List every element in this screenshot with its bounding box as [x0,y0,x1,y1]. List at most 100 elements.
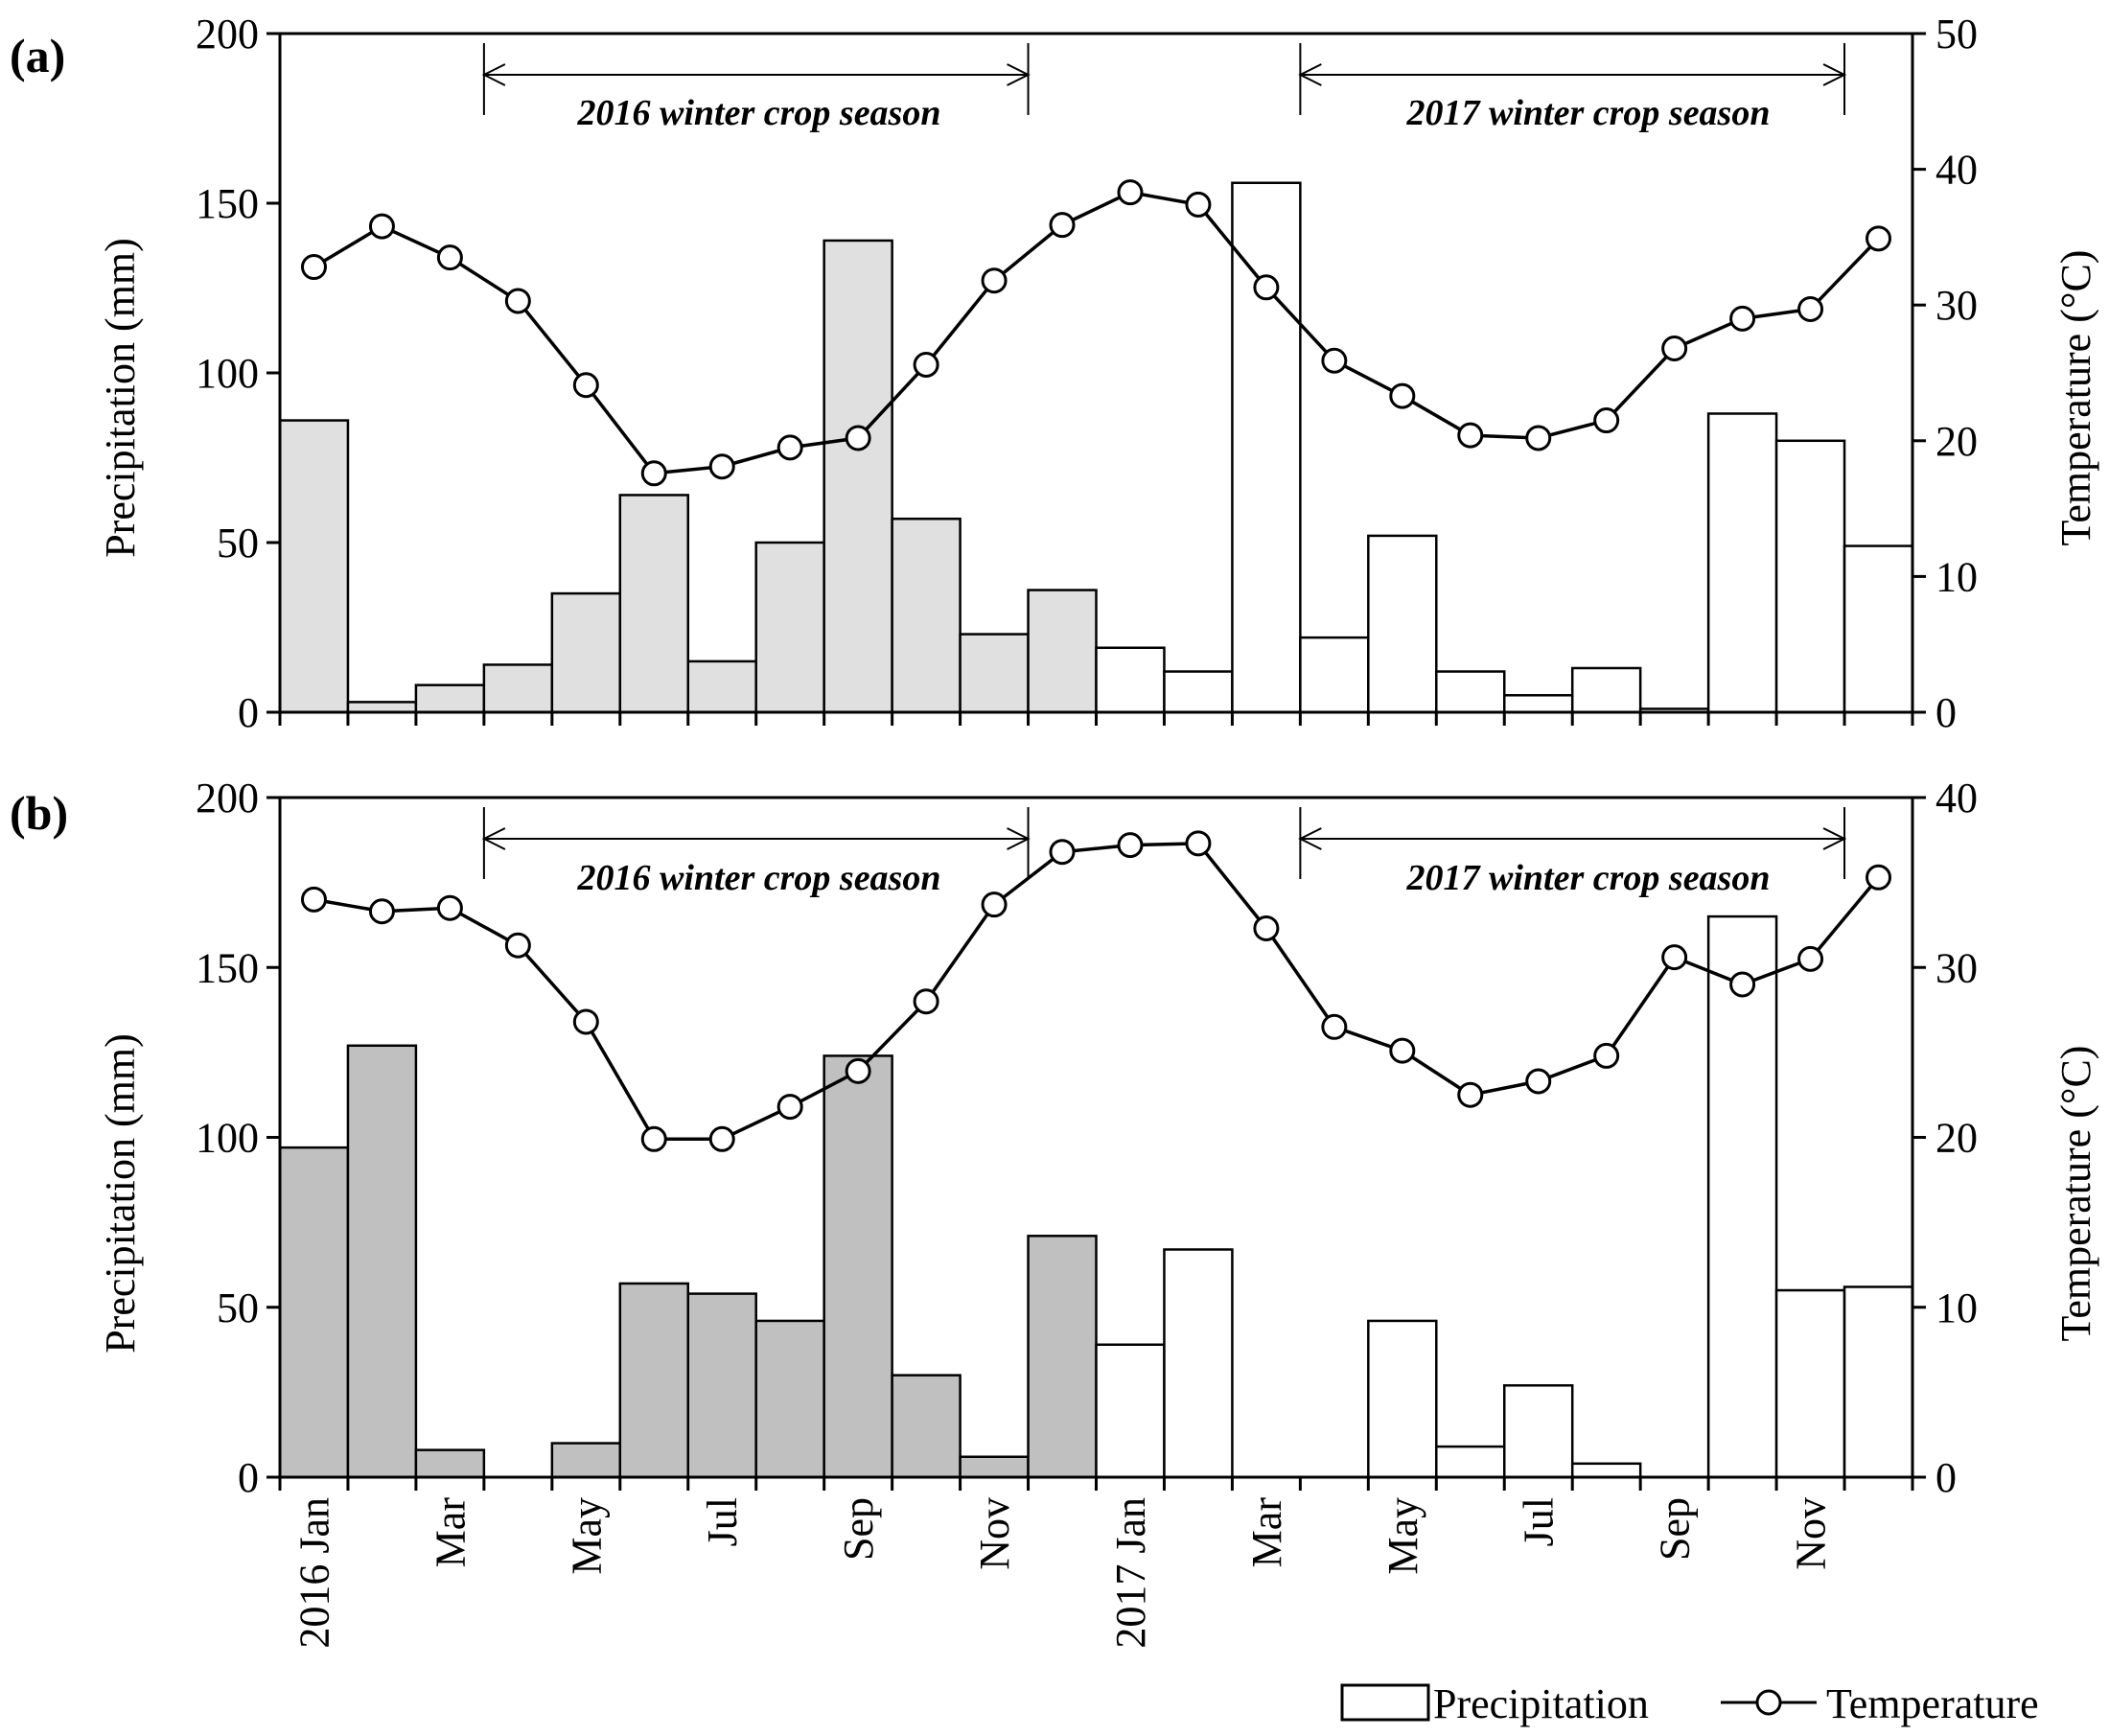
precip-bar-a-15 [1299,636,1370,714]
precip-bar-a-14 [1231,181,1302,714]
temperature-point-a-0 [300,254,327,281]
legend: Precipitation Temperature [1340,1680,2039,1727]
season-arrow-b-0 [481,807,1031,879]
left-tick-label-a-4: 200 [196,11,259,58]
temperature-point-a-15 [1321,347,1348,374]
right-axis-title-a: Temperature (°C) [2052,250,2099,546]
temperature-point-b-20 [1661,944,1688,971]
precip-bar-a-13 [1163,670,1234,714]
precip-bar-b-13 [1163,1248,1234,1479]
temperature-point-b-16 [1389,1037,1416,1064]
precip-bar-a-21 [1706,412,1778,714]
temperature-point-b-9 [913,988,939,1015]
precip-bar-a-23 [1842,544,1914,714]
precip-bar-a-3 [482,663,554,714]
legend-temp-label: Temperature [1826,1680,2039,1727]
left-tick-label-a-2: 100 [196,350,259,397]
precip-bar-b-11 [1027,1235,1098,1479]
precip-bar-b-1 [346,1044,418,1479]
precip-bar-b-0 [278,1146,350,1479]
left-tick-label-b-2: 100 [196,1115,259,1162]
temperature-point-a-18 [1525,425,1552,451]
panel-label-b: (b) [10,786,68,840]
temperature-point-b-14 [1253,914,1280,941]
precip-bar-b-17 [1435,1445,1506,1479]
precip-bar-b-12 [1095,1343,1166,1479]
temperature-point-b-5 [640,1125,667,1152]
temperature-point-b-3 [504,932,531,959]
legend-precip-swatch [1340,1683,1430,1722]
precip-bar-b-21 [1706,914,1778,1479]
right-tick-label-b-2: 20 [1935,1115,1978,1162]
temperature-line-a [313,190,1880,475]
temperature-point-b-8 [845,1057,871,1084]
x-label-10: Sep [1652,1497,1699,1561]
temperature-point-a-4 [572,372,599,399]
temperature-point-b-17 [1457,1081,1484,1108]
temperature-point-a-19 [1593,407,1620,434]
left-tick-label-a-3: 150 [196,180,259,227]
precip-bar-a-18 [1503,694,1574,714]
temperature-point-a-16 [1389,382,1416,409]
precip-bar-a-7 [754,541,825,714]
temperature-point-b-6 [708,1125,735,1152]
temperature-point-b-22 [1797,945,1824,972]
precip-bar-b-18 [1503,1384,1574,1479]
season-arrow-a-1 [1298,43,1847,115]
temperature-point-a-2 [436,244,463,271]
temperature-point-a-12 [1117,179,1144,206]
right-tick-label-b-1: 10 [1935,1285,1978,1331]
precip-bar-a-10 [959,633,1030,714]
right-tick-label-a-2: 20 [1935,418,1978,465]
temperature-line-b [313,842,1880,1142]
panel-label-a: (a) [10,29,65,82]
temperature-point-b-23 [1866,864,1892,891]
temperature-point-b-13 [1185,830,1212,857]
temperature-point-b-0 [300,886,327,913]
x-label-5: Nov [971,1497,1018,1570]
right-tick-label-a-4: 40 [1935,147,1978,194]
right-tick-label-b-0: 0 [1935,1454,1957,1501]
legend-temp-marker [1755,1689,1782,1716]
precip-bar-a-12 [1095,646,1166,714]
left-tick-label-b-3: 150 [196,944,259,991]
temperature-point-b-10 [981,891,1008,918]
precip-bar-a-16 [1367,534,1438,714]
precip-bar-b-8 [823,1054,893,1479]
right-tick-label-a-1: 10 [1935,553,1978,600]
left-axis-title-a: Precipitation (mm) [97,238,144,558]
temperature-point-b-15 [1321,1013,1348,1040]
left-tick-label-a-1: 50 [217,520,259,567]
temperature-point-a-17 [1457,422,1484,449]
x-label-3: Jul [699,1497,746,1546]
precip-bar-a-0 [278,419,350,714]
left-tick-label-b-0: 0 [238,1454,259,1501]
temperature-point-a-3 [504,288,531,314]
precip-bar-b-7 [754,1319,825,1479]
panel-b: (b) Precipitation (mm) Temperature (°C) … [10,775,2099,1501]
precip-bar-b-6 [686,1292,757,1479]
temperature-point-b-19 [1593,1042,1620,1069]
x-label-1: Mar [427,1497,474,1568]
x-label-6: 2017 Jan [1107,1497,1154,1649]
right-tick-label-a-5: 50 [1935,11,1978,58]
x-label-2: May [563,1497,610,1575]
precip-bar-a-8 [823,239,893,714]
precip-bar-b-23 [1842,1285,1914,1479]
temperature-point-a-9 [913,352,939,379]
temperature-point-b-21 [1729,971,1756,998]
temperature-point-b-18 [1525,1068,1552,1095]
precip-bar-a-4 [550,591,622,714]
season-label-2016-b: 2016 winter crop season [577,858,941,898]
precip-bar-b-9 [891,1374,962,1479]
season-label-2017-a: 2017 winter crop season [1406,93,1771,133]
temperature-point-b-2 [436,894,463,921]
season-arrow-b-1 [1298,807,1847,879]
temperature-point-a-6 [708,453,735,480]
precip-bar-b-16 [1367,1319,1438,1479]
x-label-0: 2016 Jan [290,1497,337,1649]
temperature-point-a-1 [368,213,395,240]
temperature-point-a-13 [1185,191,1212,218]
temperature-point-b-12 [1117,832,1144,859]
